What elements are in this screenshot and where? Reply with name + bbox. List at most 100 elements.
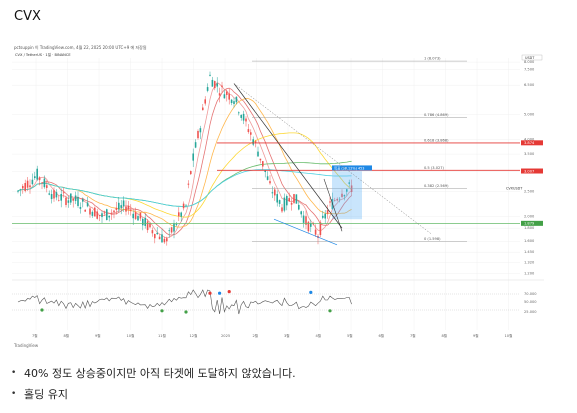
candle-body — [322, 215, 324, 218]
price-tick-label: 8.000 — [524, 60, 535, 64]
candle-body — [120, 205, 122, 208]
candle-body — [182, 203, 185, 209]
candle-body — [65, 197, 67, 205]
candle-body — [55, 192, 58, 198]
time-tick-label: 12월 — [190, 333, 198, 338]
candle-body — [103, 212, 106, 214]
candle-body — [288, 198, 290, 202]
candle-body — [286, 195, 288, 206]
chart-publish-line: pctsuppin 이 TradingView.com, 4월 22, 2025… — [14, 45, 147, 50]
candle-body — [72, 198, 74, 201]
candle-body — [343, 195, 346, 197]
candle-body — [163, 238, 166, 243]
trendline-support — [273, 218, 338, 246]
fib-level-label: 0.5 (3.027) — [424, 166, 445, 170]
time-tick-label: 6월 — [379, 333, 385, 338]
position-label-bg — [332, 165, 372, 171]
price-tick-label: 3.500 — [524, 152, 535, 156]
time-tick-label: 9월 — [473, 333, 479, 338]
candle-body — [290, 202, 293, 205]
candle-body — [185, 204, 187, 206]
rsi-signal-dot — [309, 290, 313, 294]
candle-body — [77, 196, 79, 206]
candle-body — [233, 101, 235, 104]
candle-body — [264, 170, 266, 173]
candle-body — [132, 213, 134, 219]
bullet-item-1: 40% 정도 상승중이지만 아직 타겟에 도달하지 않았습니다. — [8, 363, 296, 384]
candle-body — [266, 176, 269, 180]
candle-body — [50, 194, 53, 200]
candle-body — [106, 209, 108, 220]
price-axis-bg — [520, 50, 544, 330]
candle-body — [218, 93, 221, 96]
price-tick-label: 1.200 — [524, 271, 535, 275]
price-tag-label: 3.874 — [524, 141, 535, 145]
price-tick-label: 4.000 — [524, 137, 535, 141]
candle-body — [298, 204, 300, 210]
rsi-tick-label: 50.000 — [524, 300, 537, 304]
rsi-signal-dot — [227, 290, 231, 294]
chart-area[interactable]: 1 (8.073) 0.786 (4.869) 0.618 (3.868) 0.5 (… — [12, 50, 544, 342]
candle-body — [324, 213, 326, 219]
candle-body — [134, 212, 137, 219]
rsi-signal-dot — [40, 308, 44, 312]
candle-body — [235, 96, 238, 103]
candle-body — [329, 201, 331, 203]
candle-body — [283, 197, 286, 211]
candle-body — [245, 118, 247, 122]
candle-body — [209, 74, 211, 76]
fib-level-label: 1 (8.073) — [424, 57, 441, 61]
candle-body — [144, 217, 146, 226]
candle-body — [314, 229, 317, 235]
rsi-signal-dot — [184, 310, 188, 314]
candle-body — [53, 190, 55, 199]
candle-body — [94, 207, 96, 217]
candle-body — [96, 211, 98, 219]
candle-body — [108, 215, 110, 218]
candle-body — [334, 200, 336, 201]
candle-body — [180, 212, 182, 217]
candle-body — [230, 99, 233, 104]
page-title: CVX — [14, 9, 41, 24]
candle-body — [36, 168, 38, 180]
currency-label: USDT — [525, 56, 535, 60]
candle-body — [122, 200, 125, 207]
candle-body — [125, 206, 127, 212]
candle-body — [305, 216, 307, 225]
price-tick-label: 1.320 — [524, 261, 535, 265]
candle-body — [300, 211, 302, 215]
candle-body — [250, 132, 252, 135]
candle-body — [295, 194, 298, 204]
position-box — [332, 171, 362, 220]
candle-body — [29, 185, 31, 188]
price-tag — [521, 140, 543, 146]
fib-level-label: 0.618 (3.868) — [424, 138, 449, 142]
candle-body — [187, 183, 190, 185]
candle-body — [269, 181, 271, 184]
trendline-dashed — [233, 83, 433, 235]
price-tick-label: 5.000 — [524, 112, 535, 116]
bullet-item-2: 홀딩 유지 — [8, 384, 296, 405]
currency-box — [521, 54, 543, 61]
candle-body — [278, 200, 281, 204]
wedge-line — [323, 178, 343, 232]
rsi-signal-dot — [208, 291, 212, 295]
price-tag — [521, 220, 543, 226]
trendline — [233, 83, 343, 229]
candle-body — [194, 142, 197, 148]
candle-body — [161, 234, 163, 243]
candle-body — [175, 224, 178, 226]
candle-body — [82, 198, 84, 202]
candle-body — [281, 207, 283, 212]
candle-body — [151, 230, 154, 234]
time-tick-label: 7월 — [410, 333, 416, 338]
candle-body — [262, 161, 264, 167]
time-tick-label: 10월 — [505, 333, 513, 338]
candle-body — [247, 129, 250, 133]
price-chart[interactable]: 1 (8.073) 0.786 (4.869) 0.618 (3.868) 0.5 (… — [12, 50, 544, 342]
candle-body — [31, 179, 34, 185]
candle-body — [46, 185, 48, 188]
candle-body — [26, 180, 29, 188]
candle-body — [197, 130, 199, 139]
candle-body — [190, 171, 192, 175]
